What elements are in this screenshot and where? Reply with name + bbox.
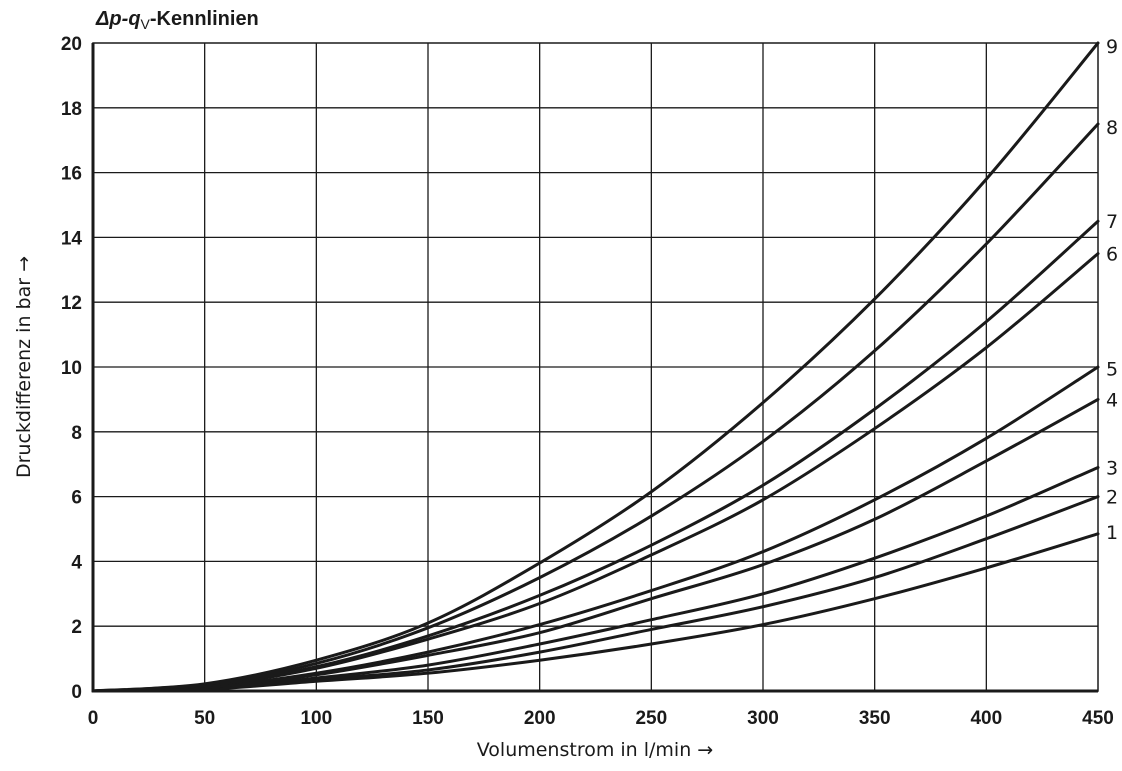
title-dash: - [122, 8, 129, 30]
title-sub-v: V [141, 16, 151, 32]
curves [91, 41, 1100, 693]
y-tick-2: 2 [71, 617, 82, 638]
y-tick-16: 16 [61, 164, 82, 185]
curve-1 [91, 532, 1100, 693]
curve-label-6: 6 [1106, 244, 1118, 266]
title-delta-p: Δp [95, 8, 122, 30]
curve-8 [91, 122, 1100, 693]
curve-7 [91, 219, 1100, 693]
grid-lines [93, 43, 1098, 691]
title-q: q [128, 8, 140, 30]
y-tick-8: 8 [71, 423, 82, 444]
x-tick-300: 300 [747, 708, 779, 729]
x-tick-400: 400 [970, 708, 1002, 729]
curve-3 [91, 465, 1100, 693]
y-tick-10: 10 [61, 358, 82, 379]
curve-label-9: 9 [1106, 36, 1118, 58]
y-axis-label: Druckdifferenz in bar → [13, 256, 35, 478]
chart-title: Δp-qV-Kennlinien [95, 8, 259, 32]
y-tick-6: 6 [71, 488, 82, 509]
x-tick-250: 250 [635, 708, 667, 729]
x-tick-100: 100 [300, 708, 332, 729]
y-tick-0: 0 [71, 682, 82, 703]
x-tick-150: 150 [412, 708, 444, 729]
y-tick-18: 18 [61, 99, 82, 120]
x-tick-50: 50 [194, 708, 215, 729]
curve-9 [91, 41, 1100, 693]
curve-labels: 1 2 3 4 5 6 7 8 9 [1106, 36, 1118, 544]
x-tick-200: 200 [524, 708, 556, 729]
x-axis-label: Volumenstrom in l/min → [477, 739, 713, 761]
curve-label-2: 2 [1106, 487, 1118, 509]
curve-5 [91, 365, 1100, 693]
x-tick-0: 0 [88, 708, 99, 729]
x-tick-350: 350 [859, 708, 891, 729]
curve-label-3: 3 [1106, 457, 1118, 479]
curve-4 [91, 397, 1100, 693]
x-tick-labels: 0 50 100 150 200 250 300 350 400 450 [88, 708, 1114, 729]
y-tick-14: 14 [61, 228, 83, 249]
curve-label-1: 1 [1106, 522, 1118, 544]
y-tick-12: 12 [61, 293, 82, 314]
title-rest: -Kennlinien [150, 8, 259, 30]
curve-6 [91, 252, 1100, 693]
curve-label-7: 7 [1106, 211, 1118, 233]
y-tick-4: 4 [71, 552, 82, 573]
curve-label-5: 5 [1106, 359, 1118, 381]
y-tick-labels: 0 2 4 6 8 10 12 14 16 18 20 [61, 34, 83, 703]
x-tick-450: 450 [1082, 708, 1114, 729]
curve-2 [91, 495, 1100, 693]
curve-label-4: 4 [1106, 389, 1118, 411]
y-tick-20: 20 [61, 34, 82, 55]
curve-label-8: 8 [1106, 117, 1118, 139]
